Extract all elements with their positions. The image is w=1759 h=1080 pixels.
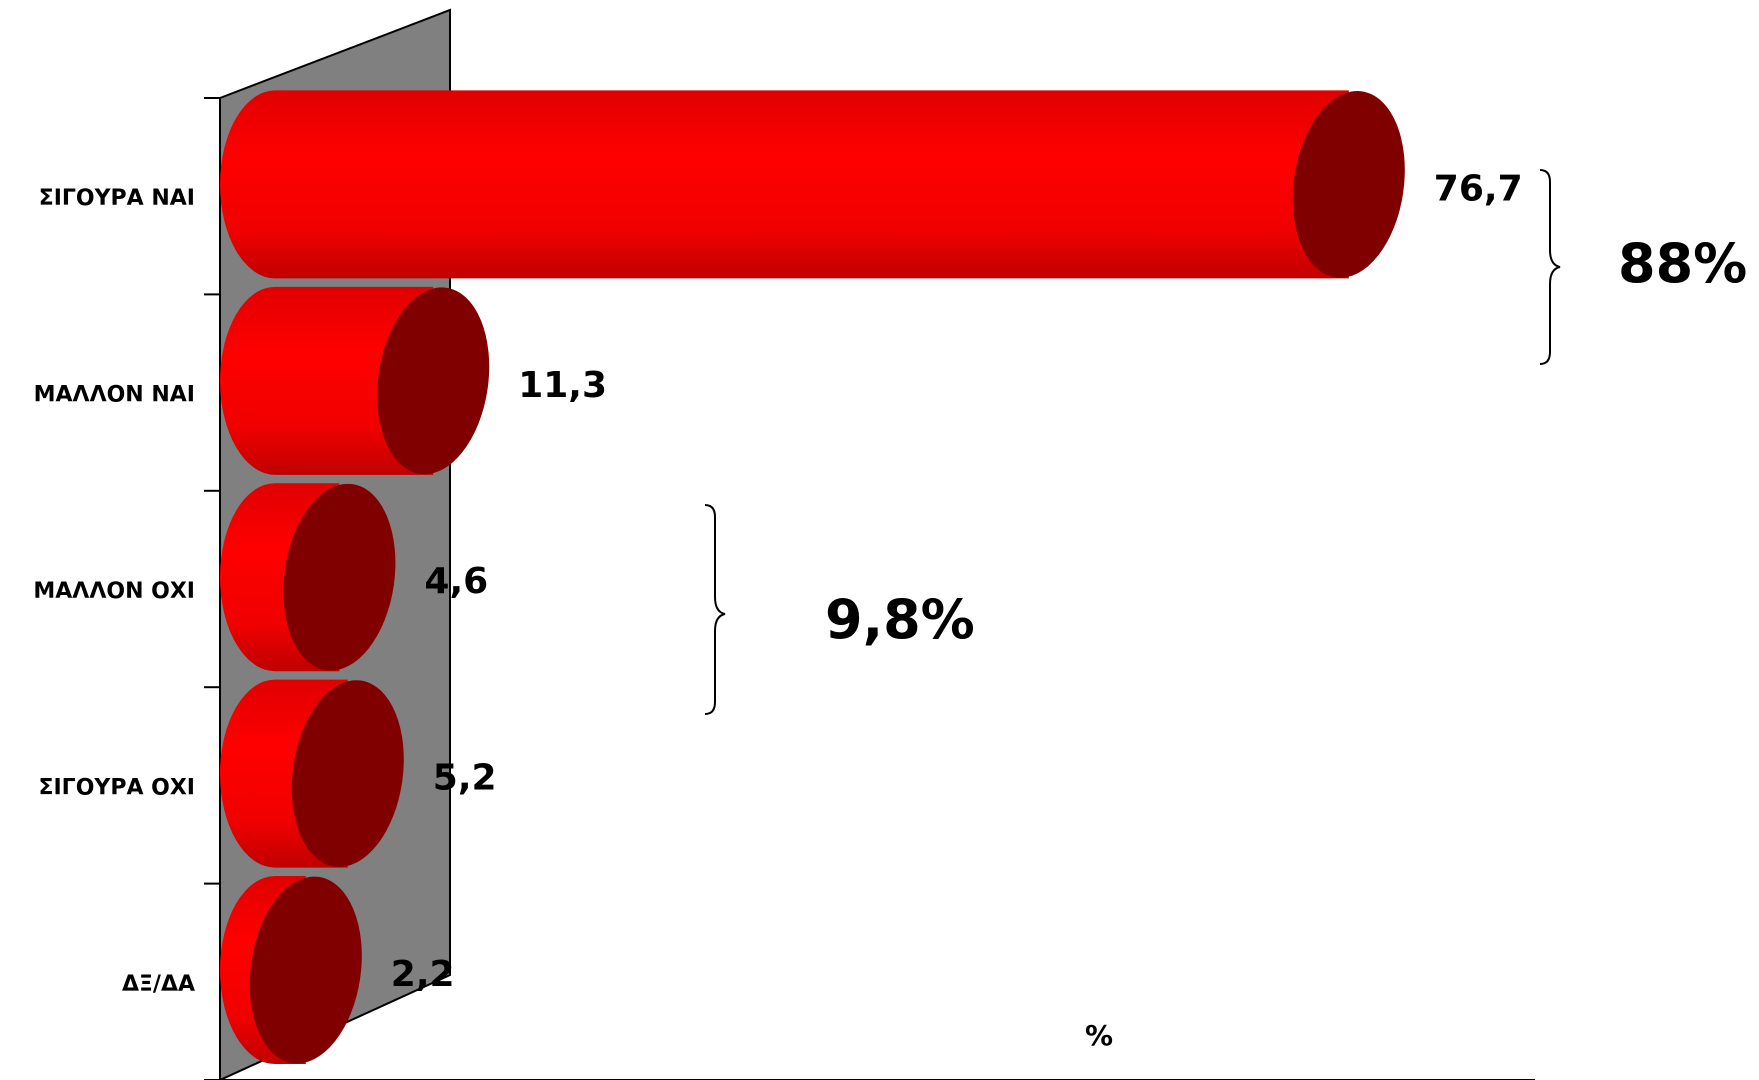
- value-label: 76,7: [1434, 168, 1523, 209]
- bar: [220, 90, 1405, 279]
- bar-body: [220, 90, 1349, 279]
- value-label: 4,6: [424, 561, 488, 602]
- bar-end-cap: [249, 876, 362, 1064]
- value-label: 11,3: [518, 365, 607, 406]
- value-labels: 76,7 11,3 4,6 5,2 2,2: [391, 168, 1523, 995]
- group-brace-yes: [1539, 169, 1561, 365]
- category-labels: ΣΙΓΟΥΡΑ ΝΑΙ ΜΑΛΛΟΝ ΝΑΙ ΜΑΛΛΟΝ ΟΧΙ ΣΙΓΟΥΡΑ Ο…: [33, 186, 195, 997]
- group-label-no: 9,8%: [825, 588, 975, 651]
- group-brace-no: [704, 504, 726, 715]
- value-label: 5,2: [433, 758, 497, 799]
- category-label: ΣΙΓΟΥΡΑ ΝΑΙ: [39, 186, 195, 211]
- bar-end-cap: [377, 287, 490, 475]
- category-label: ΜΑΛΛΟΝ ΟΧΙ: [33, 579, 195, 604]
- bar: [220, 286, 490, 475]
- bar: [220, 679, 404, 868]
- bar-end-cap: [1292, 91, 1405, 278]
- x-axis-unit-label: %: [1085, 1019, 1113, 1052]
- bar-end-cap: [291, 680, 404, 868]
- y-axis-ticks: [204, 97, 220, 1080]
- category-label: ΔΞ/ΔΑ: [122, 972, 195, 997]
- group-label-yes: 88%: [1618, 232, 1747, 295]
- value-label: 2,2: [391, 954, 455, 995]
- category-label: ΜΑΛΛΟΝ ΝΑΙ: [34, 383, 195, 408]
- bar-body: [220, 286, 434, 475]
- bar: [220, 483, 396, 672]
- category-label: ΣΙΓΟΥΡΑ ΟΧΙ: [38, 775, 195, 800]
- bars: [220, 90, 1405, 1065]
- bar: [220, 876, 362, 1065]
- bar-end-cap: [283, 483, 396, 671]
